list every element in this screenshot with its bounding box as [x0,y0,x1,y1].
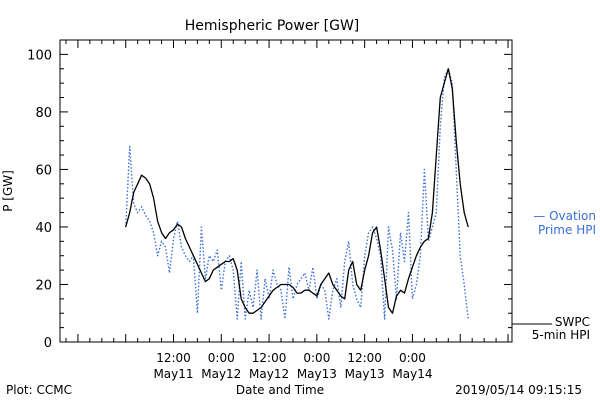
y-axis-ticks: 0 20 40 60 80 100 [27,48,512,351]
legend-swpc-label: SWPC [555,315,590,329]
plot-frame [59,39,513,343]
y-tick-label: 80 [35,106,52,121]
series-layer [125,68,469,320]
legend-swpc-label: 5-min HPI [532,328,590,342]
y-axis-label: P [GW] [1,170,15,212]
x-tick-date-label: May14 [392,367,432,381]
legend-ovation-label: — Ovation [533,209,596,223]
y-tick-label: 60 [35,163,52,178]
x-tick-date-label: May13 [345,367,385,381]
x-tick-date-label: May12 [249,367,289,381]
ovation-prime-series-line [125,68,469,320]
y-tick-label: 100 [27,48,52,63]
x-tick-time-label: 0:00 [303,351,330,365]
legend-ovation-label: Prime HPI [538,223,596,237]
x-tick-time-label: 12:00 [347,351,382,365]
chart-title: Hemispheric Power [GW] [185,18,360,34]
y-tick-label: 40 [35,221,52,236]
x-tick-time-label: 12:00 [156,351,191,365]
x-tick-date-label: May13 [297,367,337,381]
x-axis-ticks: 12:00 May11 0:00 May12 12:00 May12 0:00 May13 12… [65,40,509,381]
swpc-series-line [125,68,469,314]
footer-timestamp: 2019/05/14 09:15:15 [455,383,582,397]
x-axis-label: Date and Time [236,383,324,397]
x-tick-time-label: 0:00 [208,351,235,365]
x-tick-time-label: 0:00 [399,351,426,365]
x-tick-time-label: 12:00 [252,351,287,365]
x-tick-date-label: May11 [153,367,193,381]
x-tick-date-label: May12 [201,367,241,381]
y-tick-label: 20 [35,278,52,293]
footer-credit: Plot: CCMC [6,383,72,397]
y-tick-label: 0 [44,336,52,351]
